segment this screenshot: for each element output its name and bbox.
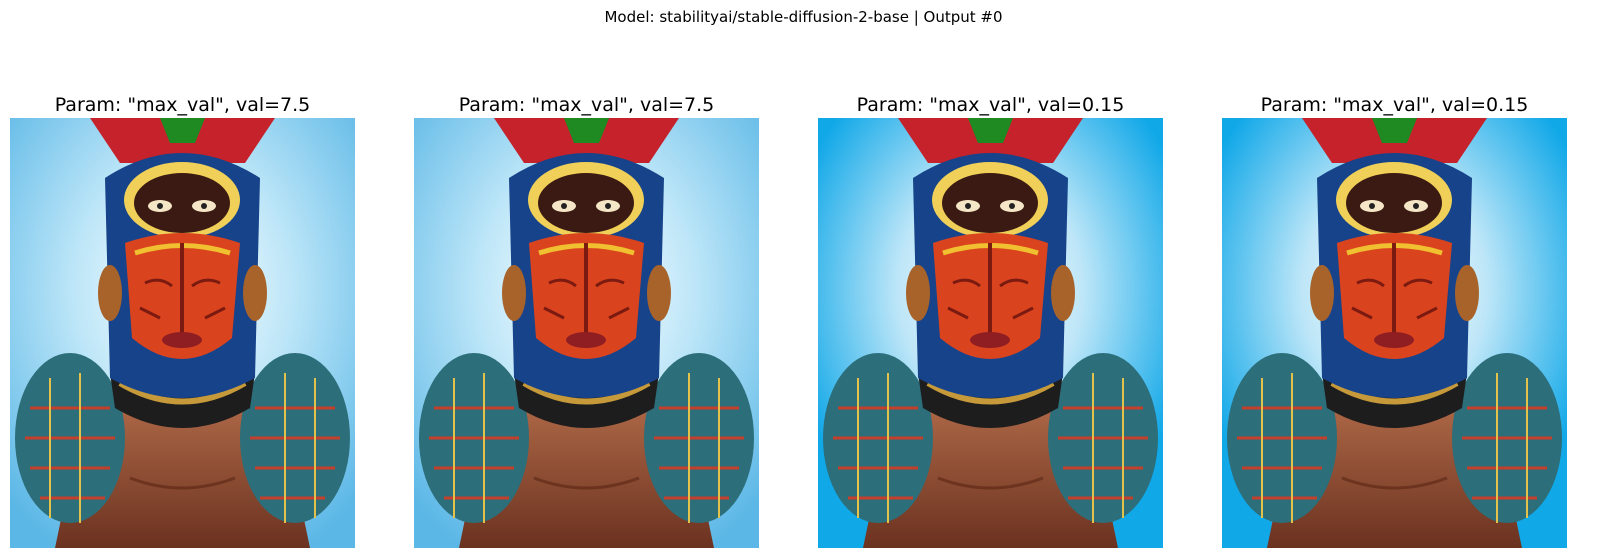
image-panel-1: Param: "max_val", val=7.5 — [10, 92, 355, 548]
image-panel-2: Param: "max_val", val=7.5 — [414, 92, 759, 548]
panel-title: Param: "max_val", val=0.15 — [856, 94, 1125, 116]
panel-title: Param: "max_val", val=7.5 — [54, 94, 311, 116]
panel-title: Param: "max_val", val=7.5 — [458, 94, 715, 116]
panel-title: Param: "max_val", val=0.15 — [1260, 94, 1529, 116]
image-panel-3: Param: "max_val", val=0.15 — [818, 92, 1163, 548]
image-panel-4: Param: "max_val", val=0.15 — [1222, 92, 1567, 548]
generated-image — [818, 118, 1163, 548]
figure-title: Model: stabilityai/stable-diffusion-2-ba… — [604, 8, 1003, 26]
generated-image — [10, 118, 355, 548]
generated-image — [1222, 118, 1567, 548]
generated-image — [414, 118, 759, 548]
